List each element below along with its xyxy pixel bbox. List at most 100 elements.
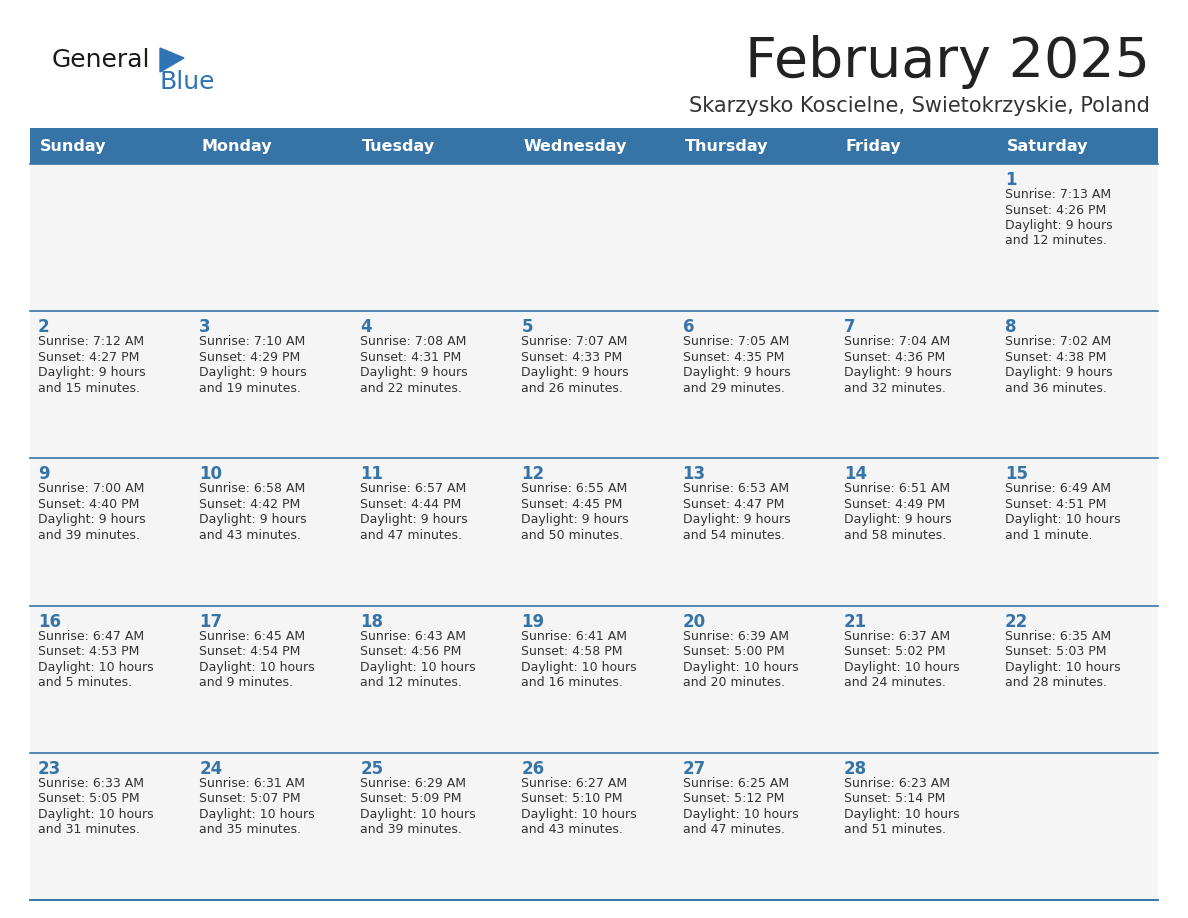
Text: Daylight: 9 hours: Daylight: 9 hours [200, 366, 307, 379]
Bar [513, 164, 675, 311]
Text: Sunrise: 6:49 AM: Sunrise: 6:49 AM [1005, 482, 1111, 496]
Bar [997, 311, 1158, 458]
Text: 18: 18 [360, 612, 384, 631]
Bar [191, 458, 353, 606]
Text: Sunrise: 6:33 AM: Sunrise: 6:33 AM [38, 777, 144, 789]
Text: Sunrise: 6:58 AM: Sunrise: 6:58 AM [200, 482, 305, 496]
Text: Tuesday: Tuesday [362, 139, 436, 153]
Bar [353, 311, 513, 458]
Bar [513, 128, 675, 164]
Text: Daylight: 10 hours: Daylight: 10 hours [843, 808, 960, 821]
Text: Daylight: 10 hours: Daylight: 10 hours [683, 661, 798, 674]
Text: 25: 25 [360, 760, 384, 778]
Text: Daylight: 10 hours: Daylight: 10 hours [522, 808, 637, 821]
Bar [675, 753, 835, 900]
Text: 2: 2 [38, 319, 50, 336]
Text: 17: 17 [200, 612, 222, 631]
Text: Sunrise: 6:45 AM: Sunrise: 6:45 AM [200, 630, 305, 643]
Bar [513, 753, 675, 900]
Text: Sunset: 5:05 PM: Sunset: 5:05 PM [38, 792, 140, 805]
Text: and 29 minutes.: and 29 minutes. [683, 382, 784, 395]
Text: 22: 22 [1005, 612, 1028, 631]
Text: Daylight: 10 hours: Daylight: 10 hours [360, 808, 476, 821]
Text: and 35 minutes.: and 35 minutes. [200, 823, 301, 836]
Text: Blue: Blue [160, 70, 215, 94]
Text: and 20 minutes.: and 20 minutes. [683, 676, 784, 689]
Text: 9: 9 [38, 465, 50, 484]
Text: 10: 10 [200, 465, 222, 484]
Text: Sunset: 4:58 PM: Sunset: 4:58 PM [522, 645, 623, 658]
Polygon shape [160, 48, 184, 72]
Text: General: General [52, 48, 151, 72]
Bar [835, 606, 997, 753]
Text: Sunrise: 6:51 AM: Sunrise: 6:51 AM [843, 482, 950, 496]
Text: Sunrise: 7:10 AM: Sunrise: 7:10 AM [200, 335, 305, 348]
Text: Daylight: 9 hours: Daylight: 9 hours [360, 513, 468, 526]
Text: Sunset: 4:56 PM: Sunset: 4:56 PM [360, 645, 462, 658]
Bar [835, 458, 997, 606]
Text: and 39 minutes.: and 39 minutes. [38, 529, 140, 542]
Text: Daylight: 10 hours: Daylight: 10 hours [360, 661, 476, 674]
Text: Sunset: 5:14 PM: Sunset: 5:14 PM [843, 792, 946, 805]
Bar [997, 753, 1158, 900]
Text: Daylight: 9 hours: Daylight: 9 hours [1005, 219, 1112, 232]
Text: Sunrise: 6:31 AM: Sunrise: 6:31 AM [200, 777, 305, 789]
Bar [191, 753, 353, 900]
Text: Daylight: 10 hours: Daylight: 10 hours [200, 661, 315, 674]
Text: Daylight: 9 hours: Daylight: 9 hours [522, 366, 630, 379]
Text: 15: 15 [1005, 465, 1028, 484]
Text: and 43 minutes.: and 43 minutes. [522, 823, 624, 836]
Text: 27: 27 [683, 760, 706, 778]
Text: Sunday: Sunday [40, 139, 107, 153]
Text: 1: 1 [1005, 171, 1017, 189]
Bar [30, 753, 191, 900]
Text: Sunset: 4:49 PM: Sunset: 4:49 PM [843, 498, 944, 511]
Text: Sunset: 4:36 PM: Sunset: 4:36 PM [843, 351, 944, 364]
Text: 16: 16 [38, 612, 61, 631]
Text: and 50 minutes.: and 50 minutes. [522, 529, 624, 542]
Bar [835, 753, 997, 900]
Text: and 47 minutes.: and 47 minutes. [360, 529, 462, 542]
Text: Sunset: 4:26 PM: Sunset: 4:26 PM [1005, 204, 1106, 217]
Text: Sunrise: 6:37 AM: Sunrise: 6:37 AM [843, 630, 950, 643]
Bar [353, 128, 513, 164]
Text: Daylight: 9 hours: Daylight: 9 hours [843, 513, 952, 526]
Bar [30, 606, 191, 753]
Text: Daylight: 9 hours: Daylight: 9 hours [38, 366, 146, 379]
Text: Sunset: 5:00 PM: Sunset: 5:00 PM [683, 645, 784, 658]
Bar [997, 128, 1158, 164]
Bar [30, 458, 191, 606]
Text: Sunset: 4:53 PM: Sunset: 4:53 PM [38, 645, 139, 658]
Text: Daylight: 9 hours: Daylight: 9 hours [683, 513, 790, 526]
Text: Sunrise: 6:55 AM: Sunrise: 6:55 AM [522, 482, 627, 496]
Bar [353, 458, 513, 606]
Text: and 1 minute.: and 1 minute. [1005, 529, 1092, 542]
Text: Sunset: 5:07 PM: Sunset: 5:07 PM [200, 792, 301, 805]
Text: Daylight: 10 hours: Daylight: 10 hours [1005, 661, 1120, 674]
Bar [353, 606, 513, 753]
Text: Daylight: 10 hours: Daylight: 10 hours [522, 661, 637, 674]
Text: and 15 minutes.: and 15 minutes. [38, 382, 140, 395]
Text: Sunrise: 7:07 AM: Sunrise: 7:07 AM [522, 335, 627, 348]
Text: 4: 4 [360, 319, 372, 336]
Text: Sunset: 5:03 PM: Sunset: 5:03 PM [1005, 645, 1106, 658]
Text: Daylight: 10 hours: Daylight: 10 hours [38, 808, 153, 821]
Text: 13: 13 [683, 465, 706, 484]
Bar [191, 311, 353, 458]
Text: Skarzysko Koscielne, Swietokrzyskie, Poland: Skarzysko Koscielne, Swietokrzyskie, Pol… [689, 96, 1150, 116]
Text: Sunset: 4:51 PM: Sunset: 4:51 PM [1005, 498, 1106, 511]
Text: Sunset: 4:38 PM: Sunset: 4:38 PM [1005, 351, 1106, 364]
Text: and 31 minutes.: and 31 minutes. [38, 823, 140, 836]
Text: 19: 19 [522, 612, 544, 631]
Text: Sunrise: 7:08 AM: Sunrise: 7:08 AM [360, 335, 467, 348]
Bar [835, 311, 997, 458]
Text: Sunrise: 7:12 AM: Sunrise: 7:12 AM [38, 335, 144, 348]
Text: Sunset: 5:09 PM: Sunset: 5:09 PM [360, 792, 462, 805]
Bar [997, 458, 1158, 606]
Text: Daylight: 9 hours: Daylight: 9 hours [522, 513, 630, 526]
Text: 3: 3 [200, 319, 210, 336]
Text: Sunset: 4:42 PM: Sunset: 4:42 PM [200, 498, 301, 511]
Text: Daylight: 9 hours: Daylight: 9 hours [360, 366, 468, 379]
Text: Sunrise: 6:25 AM: Sunrise: 6:25 AM [683, 777, 789, 789]
Text: and 47 minutes.: and 47 minutes. [683, 823, 784, 836]
